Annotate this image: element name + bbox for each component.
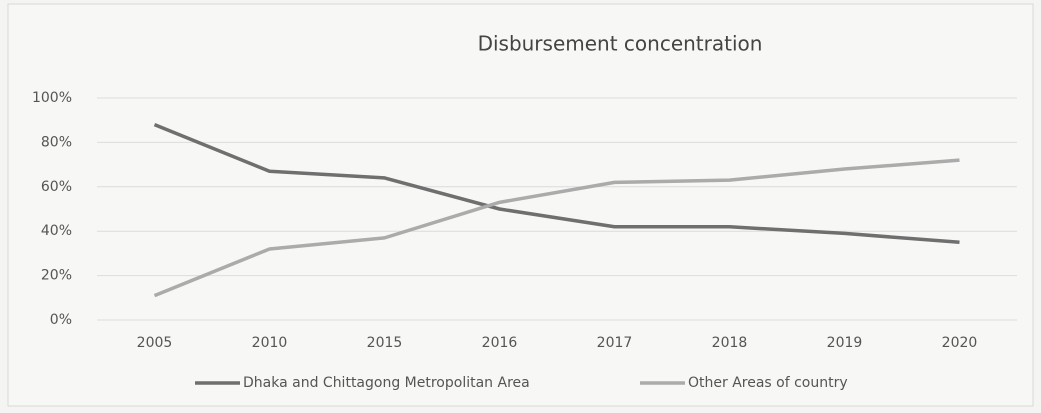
chart-title: Disbursement concentration: [478, 32, 763, 56]
legend-label: Other Areas of country: [688, 375, 848, 391]
line-series: [153, 123, 960, 245]
x-tick-label: 2015: [367, 335, 403, 351]
x-tick-label: 2010: [252, 335, 288, 351]
legend-label: Dhaka and Chittagong Metropolitan Area: [243, 375, 530, 391]
x-tick-label: 2017: [597, 335, 633, 351]
y-tick-label: 60%: [41, 179, 72, 195]
line-series: [153, 158, 960, 298]
x-tick-label: 2018: [712, 335, 748, 351]
y-tick-label: 80%: [41, 134, 72, 150]
y-tick-label: 20%: [41, 268, 72, 284]
y-tick-label: 40%: [41, 223, 72, 239]
x-tick-label: 2016: [482, 335, 518, 351]
y-tick-label: 100%: [32, 90, 72, 106]
y-tick-label: 0%: [50, 312, 72, 328]
x-tick-label: 2020: [942, 335, 978, 351]
chart-frame: [7, 3, 1034, 407]
x-tick-label: 2005: [137, 335, 173, 351]
x-tick-label: 2019: [827, 335, 863, 351]
